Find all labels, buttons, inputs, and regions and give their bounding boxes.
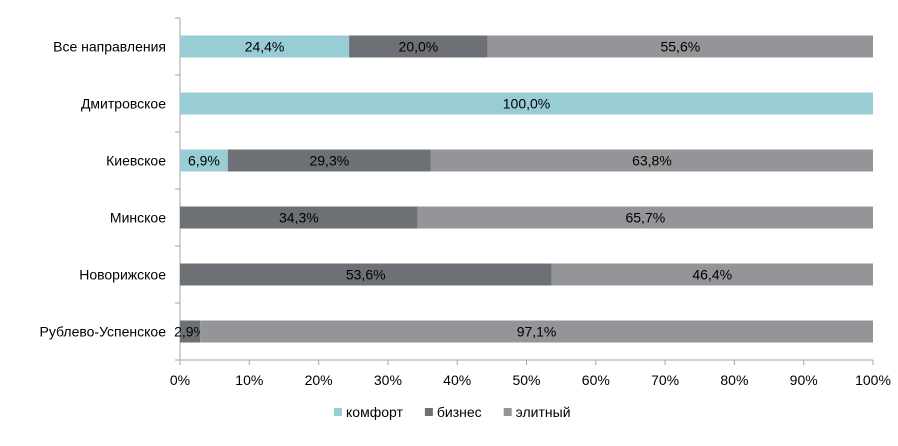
category-label: Новорижское: [79, 267, 166, 283]
x-tick-label: 10%: [235, 372, 263, 388]
data-label: 55,6%: [660, 39, 700, 55]
bar-segment: [417, 206, 873, 229]
plot-area: 0% 10% 20% 30% 40% 50% 60% 70% 80% 90% 100% Все нап…: [40, 17, 891, 388]
legend-label: бизнес: [437, 404, 482, 420]
category-label: Минское: [110, 210, 166, 226]
bar-segment: [227, 149, 431, 172]
x-tick-label: 30%: [374, 372, 402, 388]
legend-swatch: [424, 408, 433, 416]
x-tick-label: 20%: [305, 372, 333, 388]
bar-segment: [180, 35, 350, 58]
legend-label: элитный: [516, 404, 571, 420]
bar-segment: [200, 320, 874, 343]
bar-segment: [180, 149, 228, 172]
data-label: 24,4%: [245, 39, 285, 55]
chart-legend: комфорт бизнес элитный: [334, 404, 571, 420]
bar-segment: [180, 263, 552, 286]
bar-segment: [551, 263, 873, 286]
x-tick-label: 0%: [170, 372, 190, 388]
data-label: 2,9%: [174, 324, 206, 340]
x-tick-label: 50%: [512, 372, 540, 388]
data-label: 65,7%: [625, 210, 665, 226]
data-label: 100,0%: [503, 96, 550, 112]
data-label: 63,8%: [632, 153, 672, 169]
x-tick-label: 70%: [651, 372, 679, 388]
bar-segment: [180, 320, 201, 343]
category-label: Рублево-Успенское: [40, 324, 167, 340]
x-tick-label: 40%: [443, 372, 471, 388]
bar-segment: [430, 149, 873, 172]
bar-segment: [349, 35, 488, 58]
bar-segment: [487, 35, 873, 58]
data-label: 53,6%: [346, 267, 386, 283]
category-label: Все направления: [53, 39, 166, 55]
x-tick-label: 60%: [582, 372, 610, 388]
data-label: 29,3%: [309, 153, 349, 169]
x-tick-label: 80%: [720, 372, 748, 388]
category-label: Киевское: [106, 153, 166, 169]
data-label: 46,4%: [692, 267, 732, 283]
bar-segment: [180, 206, 418, 229]
legend-swatch: [503, 408, 512, 416]
legend-swatch: [334, 408, 342, 416]
x-tick-label: 90%: [790, 372, 818, 388]
data-label: 97,1%: [517, 324, 557, 340]
x-tick-label: 100%: [855, 372, 891, 388]
data-label: 34,3%: [279, 210, 319, 226]
category-label: Дмитровское: [81, 96, 166, 112]
bar-segment: [180, 92, 873, 115]
data-label: 20,0%: [399, 39, 439, 55]
legend-label: комфорт: [346, 404, 403, 420]
data-label: 6,9%: [188, 153, 220, 169]
